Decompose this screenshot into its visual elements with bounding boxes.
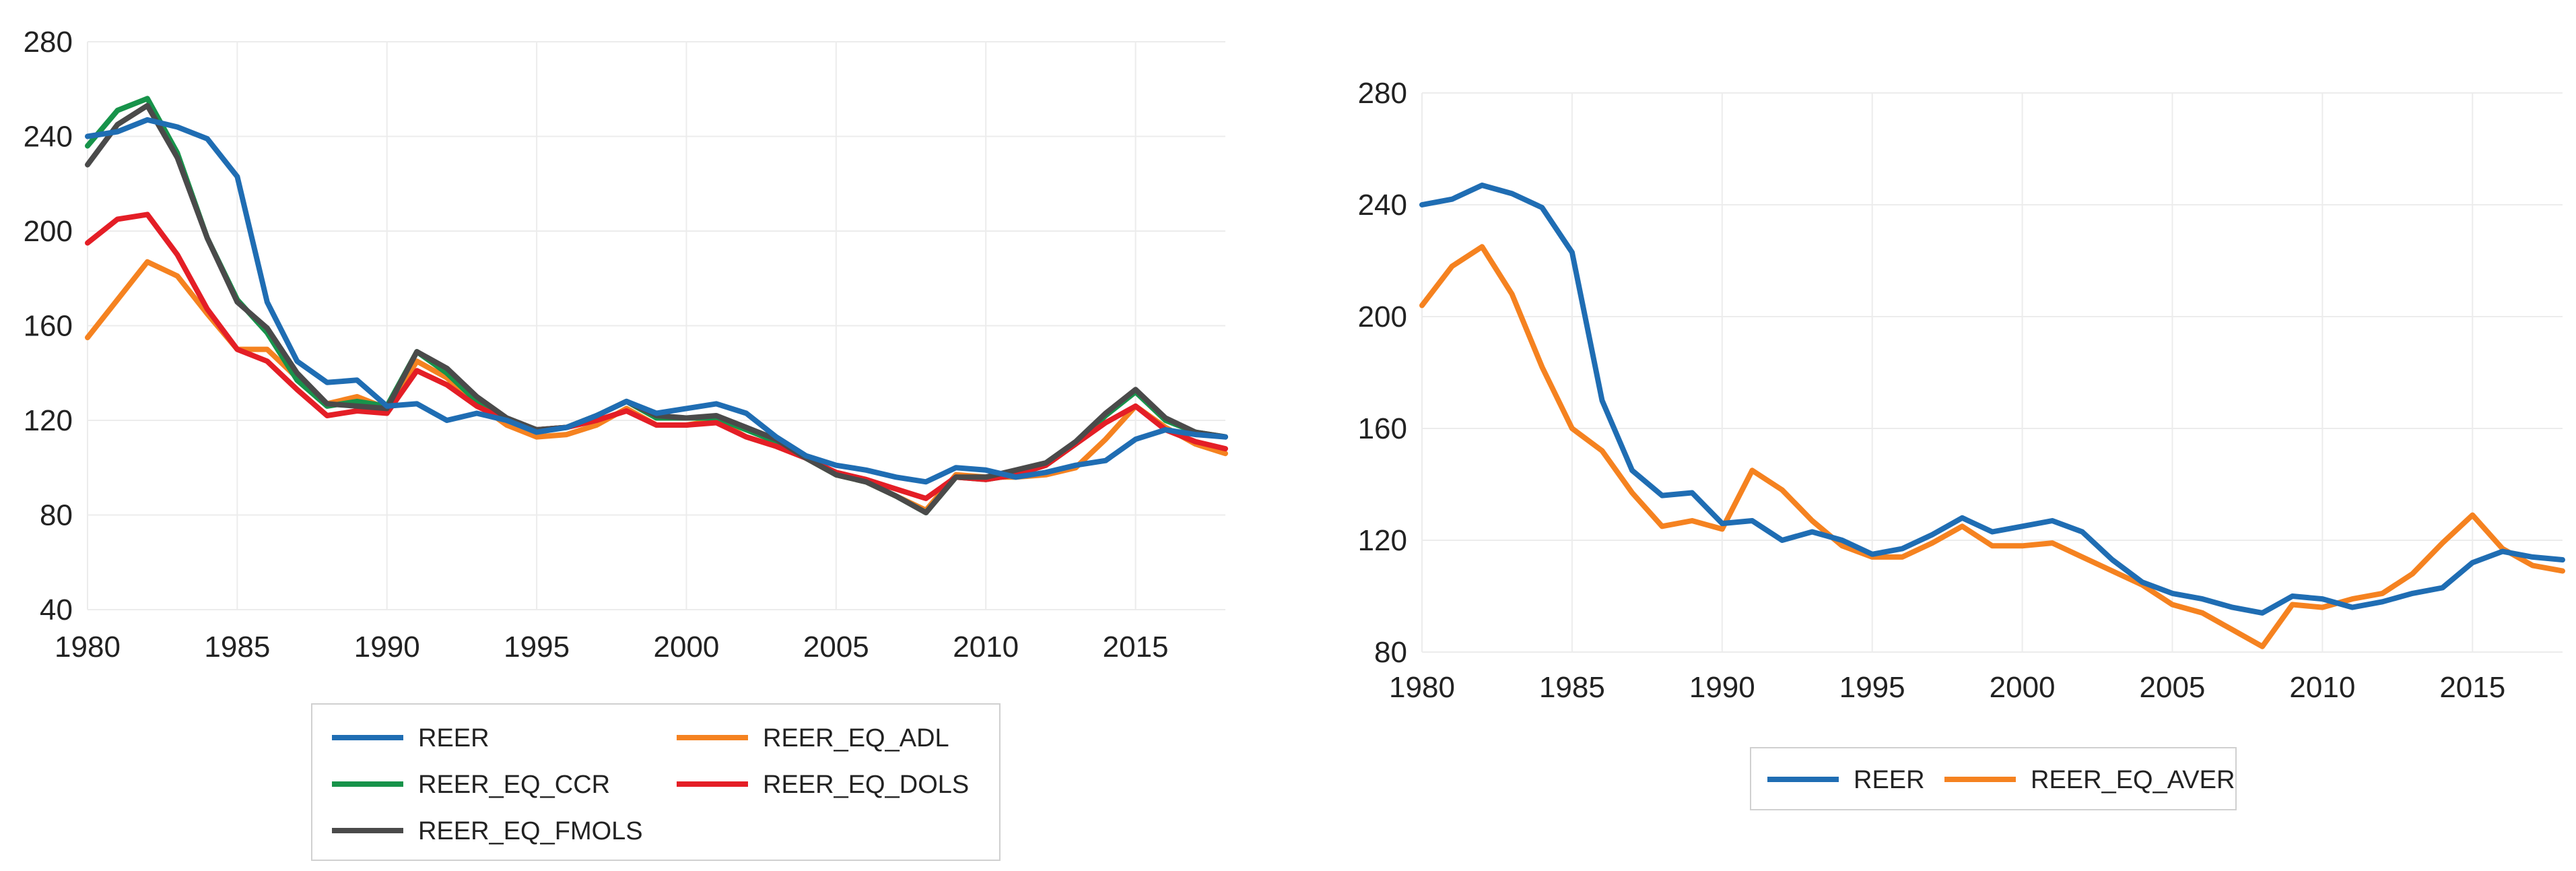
legend-label-reer-eq-dols: REER_EQ_DOLS xyxy=(763,771,969,799)
series-line-reer-eq-aver xyxy=(1419,244,2565,649)
chart-left: 40 80 120 160 200 240 280 1980 1985 1990 1995 2000 2… xyxy=(24,26,1228,861)
x-tick-label: 2005 xyxy=(803,631,869,664)
y-tick-label: 120 xyxy=(1358,524,1407,557)
series-line-reer xyxy=(1419,183,2565,616)
x-tick-label: 1985 xyxy=(1539,671,1605,704)
y-tick-label: 40 xyxy=(40,593,73,626)
y-tick-label: 160 xyxy=(1358,412,1407,445)
x-tick-label: 1980 xyxy=(55,631,121,664)
series-line-reer-eq-fmols xyxy=(85,102,1228,515)
legend-label-reer-eq-fmols: REER_EQ_FMOLS xyxy=(418,817,643,845)
legend-label-reer: REER xyxy=(1854,766,1925,794)
x-tick-label: 2005 xyxy=(2140,671,2206,704)
x-tick-label: 2000 xyxy=(1990,671,2056,704)
y-tick-label: 160 xyxy=(24,310,73,343)
x-tick-label: 1990 xyxy=(1689,671,1755,704)
series-line-reer xyxy=(85,117,1228,485)
x-tick-label: 1980 xyxy=(1389,671,1455,704)
series-line-reer-eq-ccr xyxy=(85,96,1228,515)
legend-label-reer-eq-adl: REER_EQ_ADL xyxy=(763,724,949,752)
chart-right: 80 120 160 200 240 280 1980 1985 1990 1995 2000 200… xyxy=(1358,77,2565,810)
y-tick-label: 120 xyxy=(24,404,73,437)
x-tick-label: 1995 xyxy=(1839,671,1905,704)
y-tick-label: 280 xyxy=(1358,77,1407,110)
legend-label-reer-eq-aver: REER_EQ_AVER xyxy=(2031,766,2235,794)
y-tick-label: 280 xyxy=(24,26,73,59)
x-tick-label: 2010 xyxy=(953,631,1019,664)
y-tick-label: 240 xyxy=(1358,189,1407,222)
x-tick-label: 2000 xyxy=(654,631,720,664)
x-tick-label: 1995 xyxy=(504,631,570,664)
x-tick-label: 1985 xyxy=(204,631,270,664)
y-tick-label: 240 xyxy=(24,121,73,154)
legend-box xyxy=(311,703,1001,861)
x-tick-label: 2015 xyxy=(2439,671,2505,704)
y-tick-label: 80 xyxy=(40,499,73,532)
x-tick-label: 2015 xyxy=(1103,631,1169,664)
y-tick-label: 200 xyxy=(24,215,73,248)
y-tick-label: 200 xyxy=(1358,300,1407,333)
series-line-reer-eq-dols xyxy=(85,212,1228,501)
x-tick-label: 2010 xyxy=(2289,671,2355,704)
legend-label-reer-eq-ccr: REER_EQ_CCR xyxy=(418,771,610,799)
x-tick-label: 1990 xyxy=(354,631,420,664)
y-tick-label: 80 xyxy=(1374,636,1407,669)
legend-label-reer: REER xyxy=(418,724,489,752)
